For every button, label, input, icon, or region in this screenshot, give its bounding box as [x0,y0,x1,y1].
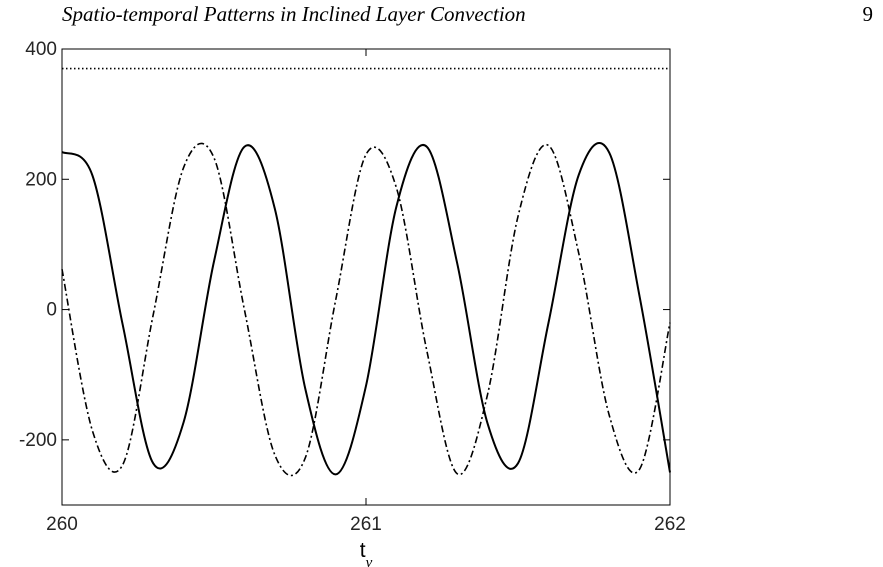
x-tick-label: 261 [350,514,382,535]
running-header: Spatio-temporal Patterns in Inclined Lay… [62,2,526,26]
x-axis-label: tν [360,539,373,567]
x-tick-label: 260 [46,514,78,535]
x-axis-label-subscript: ν [366,555,373,567]
series-line-solid [61,142,671,476]
x-tick-label: 262 [654,514,686,535]
y-tick-label: -200 [19,430,57,451]
y-tick-label: 0 [46,300,57,321]
series-line-dash-dot [61,142,671,477]
page-number: 9 [862,2,874,26]
series-layer [61,67,671,477]
axis-ticks: 260 261 262 -200 0 200 400 [19,39,686,535]
y-tick-label: 200 [25,169,57,190]
x-axis-label-main: t [360,539,366,562]
plot-frame [61,48,671,506]
y-tick-label: 400 [25,39,57,60]
